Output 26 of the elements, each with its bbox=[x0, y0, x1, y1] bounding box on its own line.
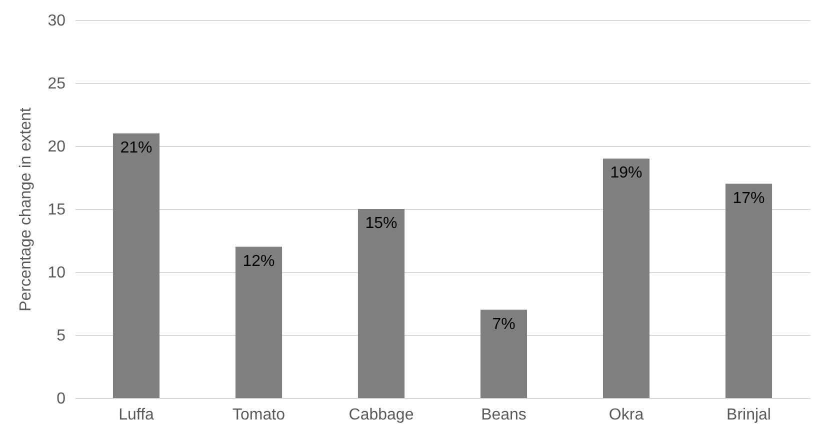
x-tick-label: Beans bbox=[481, 406, 526, 424]
y-axis-title: Percentage change in extent bbox=[18, 107, 35, 312]
x-tick-label: Luffa bbox=[118, 406, 154, 424]
x-tick-label: Brinjal bbox=[726, 406, 771, 424]
bar bbox=[358, 209, 405, 398]
y-tick-label: 15 bbox=[48, 202, 66, 218]
x-tick-label: Okra bbox=[608, 406, 644, 424]
x-tick-label: Tomato bbox=[232, 406, 286, 424]
data-label: 21% bbox=[120, 139, 152, 156]
bar bbox=[725, 184, 772, 398]
y-tick-label: 30 bbox=[48, 12, 66, 30]
data-label: 7% bbox=[492, 316, 516, 333]
bar bbox=[235, 246, 282, 398]
data-label: 17% bbox=[732, 190, 765, 207]
y-tick-label: 25 bbox=[48, 76, 66, 92]
x-tick-label: Cabbage bbox=[348, 406, 414, 424]
y-tick-label: 0 bbox=[56, 390, 66, 408]
data-label: 12% bbox=[242, 252, 275, 270]
bar bbox=[602, 158, 650, 398]
bar bbox=[480, 310, 528, 398]
y-tick-label: 20 bbox=[48, 138, 66, 156]
bar bbox=[112, 133, 160, 398]
y-tick-label: 5 bbox=[56, 328, 66, 344]
data-label: 19% bbox=[610, 164, 642, 182]
y-tick-label: 10 bbox=[48, 264, 66, 282]
data-label: 15% bbox=[365, 215, 398, 232]
